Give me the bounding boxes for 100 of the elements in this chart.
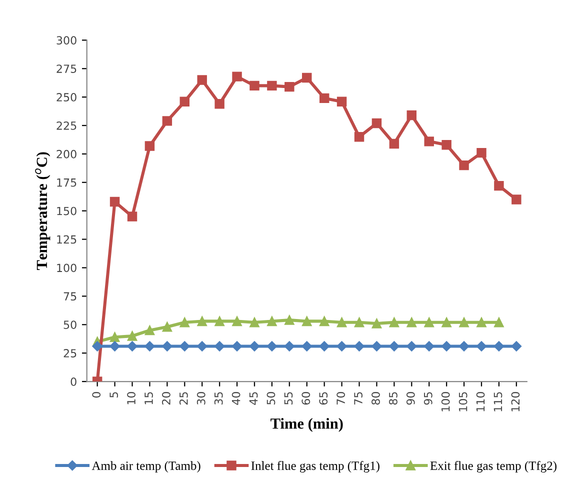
point [372, 341, 382, 352]
point [232, 316, 242, 326]
point [250, 80, 260, 91]
point [232, 72, 242, 82]
point [267, 316, 277, 326]
point [441, 341, 452, 352]
x-tick-label: 60 [302, 392, 310, 405]
point [424, 341, 434, 352]
point [284, 315, 294, 325]
point [494, 317, 504, 328]
point [406, 341, 417, 352]
y-tick-label: 200 [56, 150, 76, 158]
point [319, 93, 330, 104]
y-tick-label: 150 [57, 206, 76, 216]
point [144, 141, 155, 151]
y-tick-label: 300 [56, 36, 76, 45]
x-tick-label: 115 [494, 392, 502, 412]
point [302, 316, 312, 326]
x-tick-label: 40 [232, 392, 240, 405]
legend-label: Exit flue gas temp (Tfg2) [430, 461, 556, 473]
point [511, 341, 522, 352]
y-tick-label: 225 [56, 121, 76, 130]
x-tick-label: 45 [249, 392, 258, 405]
point [319, 341, 330, 352]
x-tick-label: 65 [319, 392, 328, 405]
point [442, 140, 452, 150]
point [494, 341, 504, 352]
point [354, 317, 364, 328]
y-tick-label: 25 [64, 349, 76, 358]
point [459, 317, 469, 328]
x-tick-label: 100 [441, 392, 450, 412]
point [354, 132, 364, 142]
x-tick-label: 15 [144, 392, 153, 404]
point [127, 341, 138, 352]
point [110, 341, 120, 352]
point [512, 194, 522, 204]
y-tick-label: 250 [56, 93, 76, 102]
x-tick-label: 75 [354, 392, 362, 404]
point [476, 341, 487, 352]
point [406, 317, 417, 328]
point [267, 80, 277, 91]
x-axis-title: Time (min) [270, 418, 343, 432]
point [459, 160, 469, 170]
x-tick-label: 110 [476, 392, 485, 412]
point [110, 332, 120, 342]
point [110, 196, 120, 207]
point [180, 96, 190, 106]
point [92, 341, 102, 352]
point [336, 341, 347, 352]
point [249, 341, 260, 352]
x-tick-label: 0 [92, 392, 101, 398]
y-axis-title: Temperature ($^{o}$C) [35, 152, 50, 270]
point [302, 72, 312, 83]
x-tick-label: 20 [162, 392, 170, 405]
x-tick-label: 80 [372, 392, 380, 405]
x-tick-label: 95 [424, 392, 432, 405]
point [266, 341, 278, 352]
y-tick-label: 50 [64, 320, 76, 330]
point [180, 341, 190, 352]
x-tick-label: 5 [110, 392, 118, 398]
point [389, 138, 400, 149]
point [214, 341, 225, 352]
x-tick-label: 10 [127, 392, 136, 404]
y-tick-label: 100 [57, 264, 76, 272]
point [476, 317, 486, 328]
point [144, 341, 155, 352]
legend-label: Amb air temp (Tamb) [92, 461, 200, 473]
y-tick-label: 75 [64, 292, 76, 301]
point [197, 316, 207, 326]
point [494, 180, 504, 191]
x-tick-label: 50 [266, 392, 276, 405]
point [232, 341, 242, 352]
legend-label: Inlet flue gas temp (Tfg1) [251, 461, 380, 473]
point [406, 110, 417, 120]
point [336, 317, 347, 328]
point [162, 116, 172, 126]
x-tick-label: 30 [196, 392, 206, 405]
point [336, 96, 347, 106]
point [302, 341, 312, 352]
point [372, 118, 382, 128]
point [214, 316, 224, 326]
point [127, 331, 138, 341]
point [284, 82, 294, 92]
y-tick-label: 0 [70, 377, 76, 386]
x-tick-label: 70 [336, 392, 346, 404]
point [214, 99, 224, 109]
point [424, 317, 434, 328]
point [424, 136, 434, 146]
point [354, 341, 364, 352]
x-tick-label: 25 [179, 392, 188, 405]
point [442, 317, 452, 328]
point [162, 341, 172, 352]
x-tick-label: 120 [511, 392, 520, 412]
point [372, 318, 382, 328]
point [389, 341, 400, 352]
x-tick-label: 105 [458, 392, 468, 412]
y-tick-label: 275 [56, 64, 76, 73]
point [476, 148, 486, 158]
point [197, 75, 207, 85]
point [180, 317, 190, 328]
